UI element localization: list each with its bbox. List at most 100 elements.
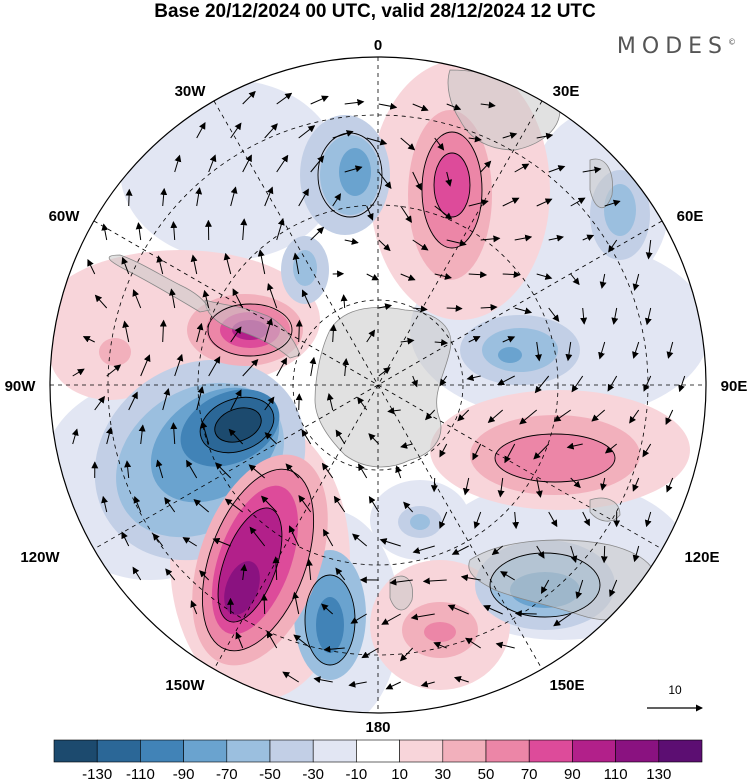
wind-vector [473, 511, 482, 529]
wind-vector [434, 339, 449, 347]
contour [214, 407, 262, 443]
wind-vector [232, 288, 244, 309]
lon-label-60e: 60E [677, 208, 704, 225]
wind-vector [570, 477, 581, 489]
wind-vector [321, 603, 334, 615]
wind-vector [497, 477, 505, 498]
wind-vector [534, 375, 550, 394]
wind-vector [644, 511, 652, 528]
wind-vector [174, 154, 182, 173]
anomaly-region [293, 250, 317, 286]
wind-vector [411, 375, 418, 388]
colorbar-tick-label: 50 [478, 766, 495, 783]
lon-label-180: 180 [365, 719, 390, 736]
anomaly-region [339, 148, 371, 196]
wind-vector [582, 234, 595, 242]
brand-text: MODES [616, 34, 728, 59]
wind-vector [298, 494, 312, 513]
wind-vector [400, 273, 416, 281]
colorbar-tick-label: 90 [564, 766, 581, 783]
antarctica [314, 306, 452, 468]
wind-vector [465, 637, 481, 649]
colorbar-tick-label: -10 [346, 766, 368, 783]
colorbar-swatch [442, 739, 487, 763]
wind-vector [434, 273, 452, 280]
colorbar-swatch [399, 739, 444, 763]
wind-vector [366, 273, 380, 281]
wind-vector [385, 681, 401, 690]
wind-vector [468, 271, 488, 279]
wind-vector [412, 545, 435, 554]
colorbar: -130 -110 -90 -70 -50 -30 -10 10 30 50 70 90 110 130 [53, 739, 703, 783]
wind-vector [644, 307, 652, 326]
wind-vector [301, 429, 312, 445]
wind-vector [230, 326, 242, 343]
reference-vector-label: 10 [668, 683, 682, 697]
wind-vector [264, 317, 274, 343]
wind-vector [548, 165, 566, 173]
wind-vector [535, 477, 543, 498]
wind-vector [310, 95, 329, 105]
wind-vector [350, 613, 367, 624]
wind-vector [480, 303, 498, 311]
wind-vector [323, 528, 334, 547]
colorbar-tick-label: 110 [604, 766, 628, 783]
wind-vector [502, 336, 516, 343]
wind-vector [135, 222, 143, 241]
wind-vector [305, 558, 313, 581]
wind-vector [536, 198, 553, 207]
wind-vector [214, 462, 232, 479]
wind-vector [514, 234, 533, 242]
wind-vector [519, 409, 538, 425]
wind-vector [548, 511, 558, 528]
wind-vector [600, 477, 607, 491]
wind-vector [512, 511, 520, 530]
wind-vector [155, 459, 164, 479]
wind-vector [264, 186, 274, 207]
wind-vector [228, 428, 244, 445]
colorbar-tick-label: -110 [126, 766, 155, 783]
wind-vector [106, 426, 113, 445]
colorbar-swatch [183, 739, 228, 763]
wind-vector [199, 570, 210, 581]
contour [489, 552, 601, 618]
wind-vector [378, 367, 391, 377]
wind-vector [514, 163, 530, 173]
wind-vector [366, 137, 388, 146]
wind-vector [632, 341, 640, 359]
wind-vector [366, 205, 374, 221]
wind-vector [196, 122, 206, 139]
wind-vector [425, 409, 436, 421]
wind-vector [124, 460, 132, 479]
colorbar-swatch [269, 739, 314, 763]
wind-vector [182, 537, 197, 547]
wind-vector [285, 463, 300, 479]
wind-vector [264, 432, 278, 445]
wind-vector [329, 324, 337, 343]
wind-vector [389, 578, 413, 586]
land-masses [108, 69, 659, 621]
wind-vector [132, 289, 142, 309]
wind-vector [430, 477, 438, 493]
wind-vector [282, 671, 299, 683]
wind-vector [541, 579, 550, 594]
meridian-30w-150e [213, 100, 543, 670]
wind-vector [310, 226, 325, 241]
contour [199, 396, 275, 454]
lon-label-90w: 90W [5, 378, 37, 395]
wind-vector [242, 154, 252, 173]
wind-vector [514, 307, 533, 315]
wind-vector [480, 235, 501, 243]
wind-vector [381, 613, 401, 625]
wind-vector [200, 420, 210, 445]
meridian-60e-120w [93, 220, 663, 550]
lon-label-120w: 120W [20, 549, 60, 566]
wind-vector [447, 604, 469, 615]
colorbar-tick-label: -90 [173, 766, 195, 783]
wind-vector [366, 329, 376, 343]
wind-vector [190, 600, 198, 615]
colorbar-swatch [226, 739, 271, 763]
wind-vector [611, 307, 619, 325]
wind-vector [292, 591, 300, 615]
